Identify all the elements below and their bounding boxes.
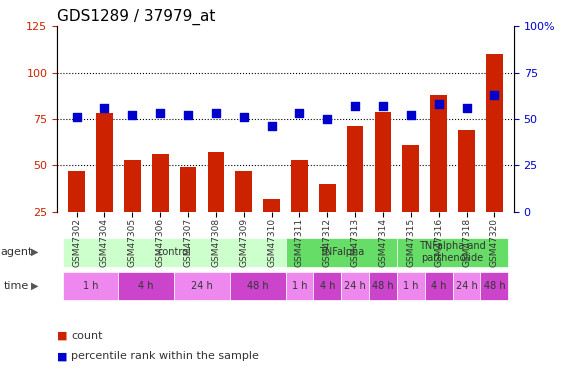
Text: agent: agent <box>0 247 33 257</box>
Point <box>434 101 443 107</box>
Bar <box>453 272 480 300</box>
Point <box>100 105 109 111</box>
Bar <box>118 272 174 300</box>
Bar <box>286 272 313 300</box>
Text: TNFalpha and
parthenolide: TNFalpha and parthenolide <box>419 242 486 263</box>
Text: ▶: ▶ <box>31 281 39 291</box>
Text: ▶: ▶ <box>31 247 39 257</box>
Bar <box>403 145 419 258</box>
Text: 48 h: 48 h <box>247 281 268 291</box>
Bar <box>313 272 341 300</box>
Point <box>407 112 416 118</box>
Bar <box>63 272 118 300</box>
Text: percentile rank within the sample: percentile rank within the sample <box>71 351 259 361</box>
Point <box>351 103 360 109</box>
Point <box>323 116 332 122</box>
Point <box>183 112 192 118</box>
Point <box>128 112 137 118</box>
Bar <box>96 114 113 258</box>
Bar <box>480 272 508 300</box>
Bar <box>69 171 85 258</box>
Bar <box>347 126 364 258</box>
Text: 4 h: 4 h <box>320 281 335 291</box>
Text: 24 h: 24 h <box>456 281 477 291</box>
Text: 24 h: 24 h <box>191 281 213 291</box>
Bar <box>286 238 397 267</box>
Text: GDS1289 / 37979_at: GDS1289 / 37979_at <box>57 9 215 25</box>
Bar <box>425 272 453 300</box>
Bar <box>124 160 140 258</box>
Bar <box>397 272 425 300</box>
Text: control: control <box>157 247 191 257</box>
Bar <box>63 238 286 267</box>
Bar <box>319 184 336 258</box>
Text: TNFalpha: TNFalpha <box>319 247 364 257</box>
Bar <box>397 238 508 267</box>
Bar <box>180 167 196 258</box>
Point <box>211 111 220 117</box>
Point <box>239 114 248 120</box>
Text: ■: ■ <box>57 331 67 340</box>
Text: time: time <box>4 281 29 291</box>
Text: 4 h: 4 h <box>139 281 154 291</box>
Text: 48 h: 48 h <box>484 281 505 291</box>
Point <box>295 111 304 117</box>
Point <box>462 105 471 111</box>
Text: ■: ■ <box>57 351 67 361</box>
Bar <box>375 112 391 258</box>
Text: 4 h: 4 h <box>431 281 447 291</box>
Bar <box>486 54 502 258</box>
Point <box>72 114 81 120</box>
Point <box>490 92 499 98</box>
Bar <box>152 154 168 258</box>
Bar <box>207 153 224 258</box>
Bar <box>369 272 397 300</box>
Text: count: count <box>71 331 103 340</box>
Text: 1 h: 1 h <box>83 281 98 291</box>
Text: 24 h: 24 h <box>344 281 366 291</box>
Point <box>379 103 388 109</box>
Text: 48 h: 48 h <box>372 281 394 291</box>
Point <box>267 123 276 129</box>
Text: 1 h: 1 h <box>403 281 419 291</box>
Text: 1 h: 1 h <box>292 281 307 291</box>
Bar <box>263 199 280 258</box>
Bar <box>235 171 252 258</box>
Bar <box>431 95 447 258</box>
Bar <box>230 272 286 300</box>
Point <box>155 111 164 117</box>
Bar <box>458 130 475 258</box>
Bar <box>291 160 308 258</box>
Bar <box>174 272 230 300</box>
Bar <box>341 272 369 300</box>
